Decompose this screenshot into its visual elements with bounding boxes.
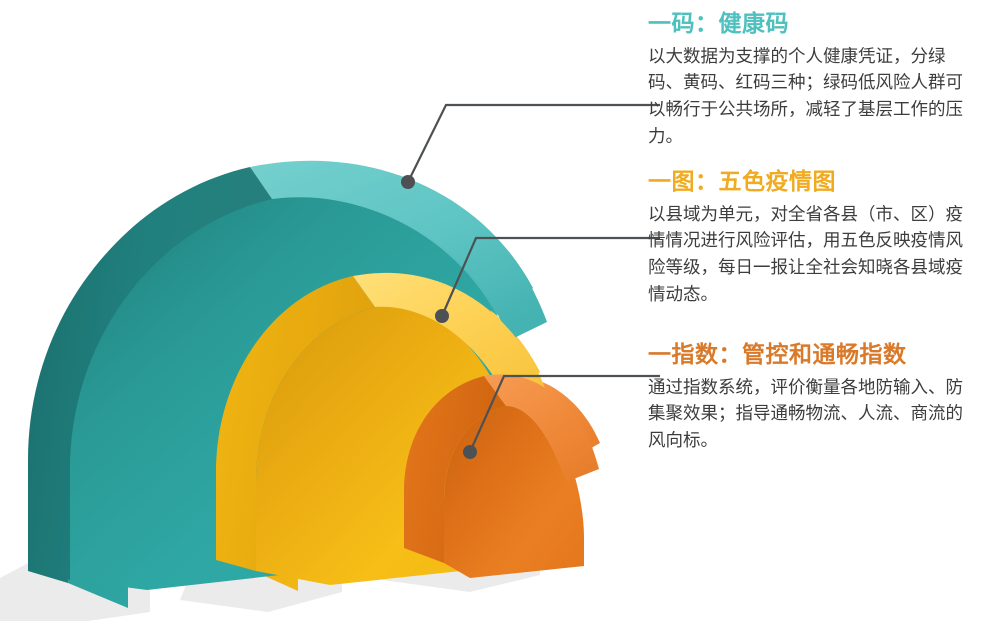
text-panels: 一码：健康码 以大数据为支撑的个人健康凭证，分绿码、黄码、红码三种；绿码低风险人… [648,0,997,621]
layered-dome-figure [0,103,660,621]
silhouette-outer-side [30,167,272,580]
silhouette-inner-body [444,404,584,578]
block-1-title: 一码：健康码 [648,11,789,37]
leader-line-2 [435,236,660,323]
silhouette-inner-top [484,374,599,482]
leader-lines [401,103,660,459]
leader-line-1 [401,103,660,189]
silhouette-inner-side [404,376,506,563]
block-2-title: 一图：五色疫情图 [648,169,836,195]
block-3-title: 一指数：管控和通畅指数 [648,342,907,368]
block-3-body: 通过指数系统，评价衡量各地防输入、防集聚效果；指导通畅物流、人流、商流的风向标。 [648,377,963,451]
silhouette-outer-top [250,160,547,340]
leader-line-3 [463,374,660,459]
block-2-body: 以县域为单元，对全省各县（市、区）疫情情况进行风险评估，用五色反映疫情风险等级，… [648,204,963,305]
info-block-control-index: 一指数：管控和通畅指数 通过指数系统，评价衡量各地防输入、防集聚效果；指导通畅物… [648,341,997,455]
block-1-body: 以大数据为支撑的个人健康凭证，分绿码、黄码、红码三种；绿码低风险人群可以畅行于公… [648,46,963,147]
info-block-health-code: 一码：健康码 以大数据为支撑的个人健康凭证，分绿码、黄码、红码三种；绿码低风险人… [648,10,997,150]
info-block-five-color-map: 一图：五色疫情图 以县域为单元，对全省各县（市、区）疫情情况进行风险评估，用五色… [648,168,997,308]
leader-dot-3 [463,445,477,459]
leader-dot-2 [435,309,449,323]
dome-silhouettes [30,160,599,590]
leader-dot-1 [401,175,415,189]
silhouette-middle-side [216,276,375,571]
